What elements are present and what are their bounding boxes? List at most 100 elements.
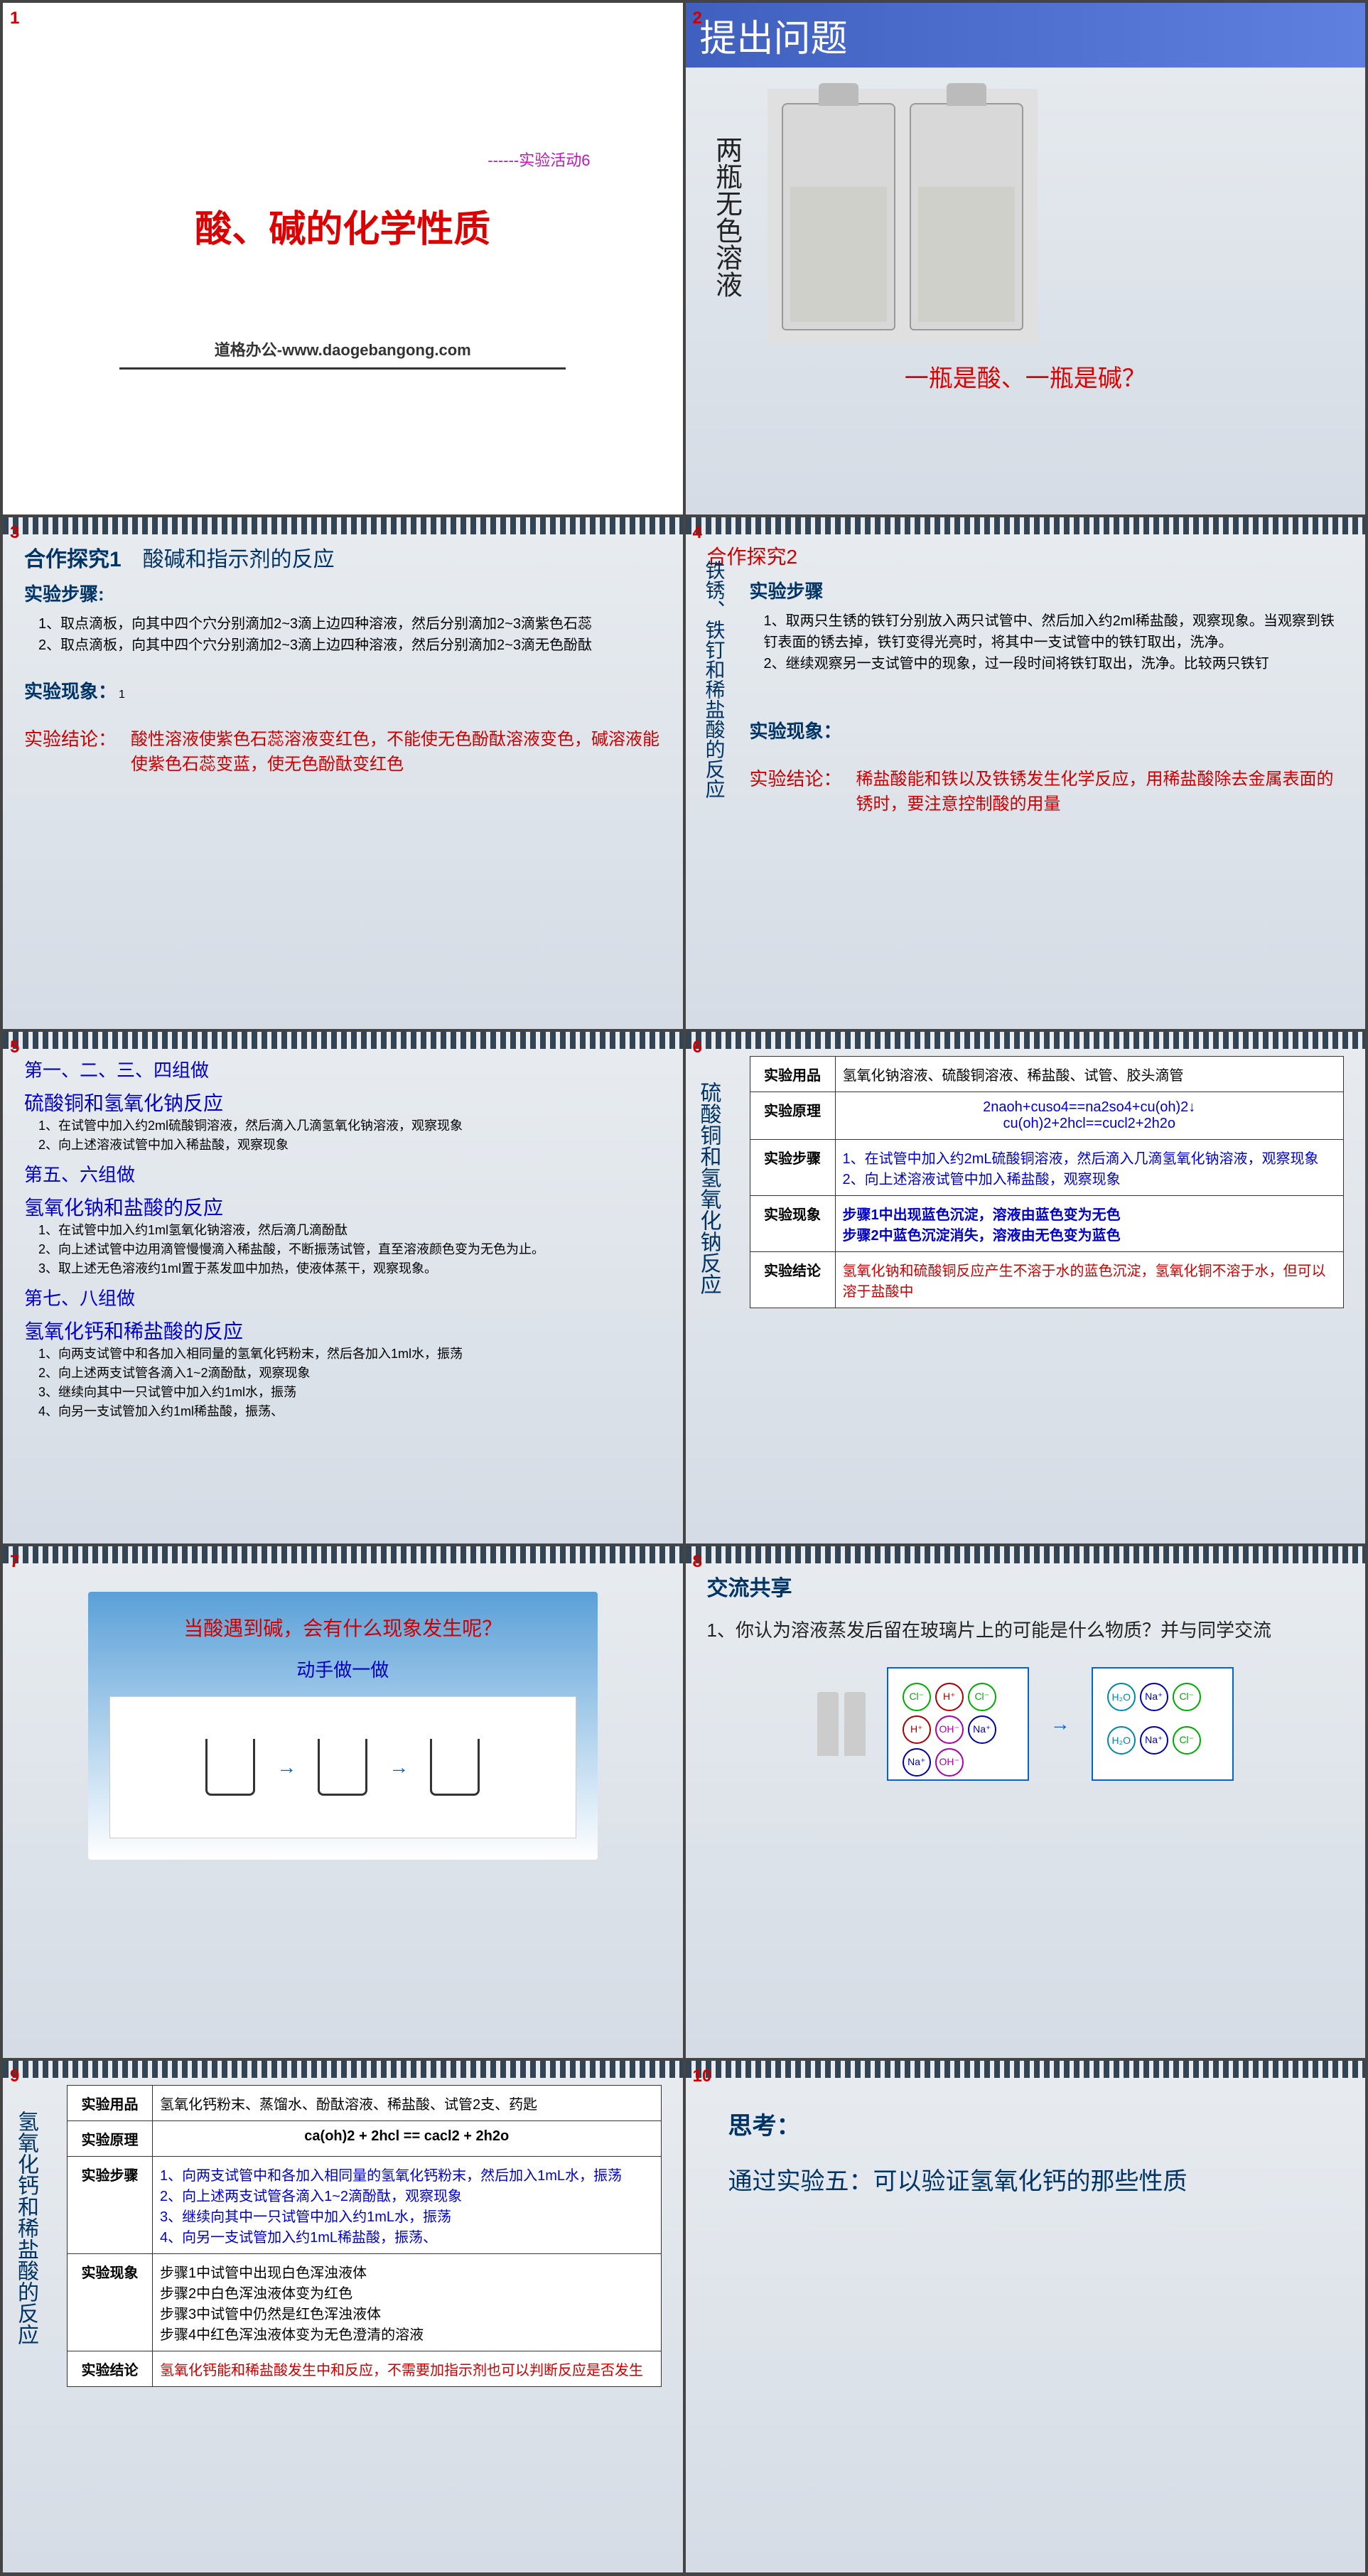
step-text: 1、取点滴板，向其中四个穴分别滴加2~3滴上边四种溶液，然后分别滴加2~3滴紫色… [38, 613, 662, 635]
footer-text: 道格办公-www.daogebangong.com [215, 338, 471, 360]
ion-na: Na⁺ [968, 1715, 996, 1744]
row-label: 实验原理 [750, 1092, 835, 1140]
row-value: ca(oh)2 + 2hcl == cacl2 + 2h2o [153, 2121, 662, 2157]
ion-cl: Cl⁻ [903, 1683, 931, 1711]
row-label: 实验原理 [68, 2121, 153, 2157]
decorative-border [686, 1546, 1366, 1563]
group-title: 氢氧化钠和盐酸的反应 [24, 1192, 662, 1221]
question-panel: 当酸遇到碱，会有什么现象发生呢？ 动手做一做 → → [88, 1592, 598, 1860]
row-value: 氢氧化钠和硫酸铜反应产生不溶于水的蓝色沉淀，氢氧化铜不溶于水，但可以溶于盐酸中 [835, 1252, 1344, 1308]
row-value: 步骤1中试管中出现白色浑浊液体 步骤2中白色浑浊液体变为红色 步骤3中试管中仍然… [153, 2254, 662, 2351]
question-text: 1、你认为溶液蒸发后留在玻璃片上的可能是什么物质？并与同学交流 [707, 1616, 1345, 1646]
decorative-border [3, 1032, 683, 1049]
step-item: 1、在试管中加入约2ml硫酸铜溶液，然后滴入几滴氢氧化钠溶液，观察现象 [38, 1116, 662, 1136]
section-header: 合作探究2 [707, 541, 1345, 570]
slide-number: 10 [693, 2066, 712, 2086]
bottle-icon [782, 103, 895, 330]
beaker-icon [430, 1739, 480, 1796]
decorative-border [686, 1032, 1366, 1049]
conclusion-text: 酸性溶液使紫色石蕊溶液变红色，不能使无色酚酞溶液变色，碱溶液能使紫色石蕊变蓝，使… [131, 725, 661, 775]
conclusion-label: 实验结论： [750, 765, 842, 814]
phenomenon-text: 1 [119, 689, 125, 701]
slide-10: 10 思考： 通过实验五：可以验证氢氧化钙的那些性质 [686, 2061, 1366, 2572]
ion-na: Na⁺ [1140, 1683, 1168, 1711]
row-label: 实验用品 [750, 1057, 835, 1092]
group-head: 第七、八组做 [24, 1284, 662, 1310]
conclusion-text: 稀盐酸能和铁以及铁锈发生化学反应，用稀盐酸除去金属表面的锈时，要注意控制酸的用量 [856, 765, 1344, 814]
question-text: 当酸遇到碱，会有什么现象发生呢？ [109, 1613, 576, 1642]
row-value: 1、向两支试管中和各加入相同量的氢氧化钙粉末，然后加入1mL水，振荡 2、向上述… [153, 2157, 662, 2254]
decorative-border [686, 517, 1366, 534]
slide-number: 5 [10, 1038, 19, 1057]
section-header: 提出问题 [686, 3, 1366, 68]
step-text: 2、继续观察另一支试管中的现象，过一段时间将铁钉取出，洗净。比较两只铁钉 [764, 653, 1345, 674]
row-label: 实验结论 [750, 1252, 835, 1308]
caption-text: 一瓶是酸、一瓶是碱？ [707, 359, 1345, 394]
ion-cl: Cl⁻ [1173, 1683, 1201, 1711]
slide-4: 4 合作探究2 铁锈、铁钉和稀盐酸的反应 实验步骤 1、取两只生锈的铁钉分别放入… [686, 517, 1366, 1029]
arrow-icon: → [276, 1756, 296, 1779]
arrow-icon: → [1050, 1713, 1070, 1735]
do-text: 动手做一做 [109, 1656, 576, 1682]
slide-number: 3 [10, 523, 19, 543]
step-item: 2、向上述两支试管各滴入1~2滴酚酞，观察现象 [38, 1364, 662, 1383]
step-label: 实验步骤 [750, 577, 1345, 603]
decorative-border [686, 2061, 1366, 2078]
slide-9: 9 氢氧化钙和稀盐酸的反应 实验用品氢氧化钙粉末、蒸馏水、酚酞溶液、稀盐酸、试管… [3, 2061, 683, 2572]
ion-box-before: Cl⁻ H⁺ Cl⁻ H⁺ OH⁻ Na⁺ Na⁺ OH⁻ [887, 1667, 1029, 1781]
step-item: 3、继续向其中一只试管中加入约1ml水，振荡 [38, 1383, 662, 1402]
slide-number: 2 [693, 9, 702, 28]
ion-cl: Cl⁻ [968, 1683, 996, 1711]
row-value: 氢氧化钙能和稀盐酸发生中和反应，不需要加指示剂也可以判断反应是否发生 [153, 2351, 662, 2387]
phenomenon-label: 实验现象： [24, 681, 107, 702]
section-title: 交流共享 [707, 1570, 1345, 1602]
row-label: 实验用品 [68, 2086, 153, 2121]
experiment-table: 实验用品氢氧化钠溶液、硫酸铜溶液、稀盐酸、试管、胶头滴管 实验原理2naoh+c… [750, 1056, 1345, 1308]
subtitle: ------实验活动6 [488, 148, 590, 171]
conclusion-label: 实验结论： [24, 725, 117, 775]
slide-8: 8 交流共享 1、你认为溶液蒸发后留在玻璃片上的可能是什么物质？并与同学交流 C… [686, 1546, 1366, 2058]
row-label: 实验现象 [68, 2254, 153, 2351]
ion-box-after: H₂O Na⁺ Cl⁻ H₂O Na⁺ Cl⁻ [1092, 1667, 1234, 1781]
step-item: 3、取上述无色溶液约1ml置于蒸发皿中加热，使液体蒸干，观察现象。 [38, 1259, 662, 1278]
slide-2: 2 提出问题 两瓶无色溶液 一瓶是酸、一瓶是碱？ [686, 3, 1366, 514]
dropper-icon [844, 1692, 866, 1756]
ion-oh: OH⁻ [935, 1715, 964, 1744]
beaker-icon [205, 1739, 255, 1796]
row-value: 2naoh+cuso4==na2so4+cu(oh)2↓ cu(oh)2+2hc… [835, 1092, 1344, 1140]
bottle-icon [910, 103, 1023, 330]
slide-number: 4 [693, 523, 702, 543]
arrow-icon: → [389, 1756, 409, 1779]
slide-number: 7 [10, 1552, 19, 1572]
slide-number: 6 [693, 1038, 702, 1057]
step-item: 2、向上述溶液试管中加入稀盐酸，观察现象 [38, 1136, 662, 1155]
bottles-image [768, 89, 1038, 345]
step-item: 2、向上述试管中边用滴管慢慢滴入稀盐酸，不断振荡试管，直至溶液颜色变为无色为止。 [38, 1240, 662, 1259]
group-title: 硫酸铜和氢氧化钠反应 [24, 1088, 662, 1116]
decorative-border [3, 1546, 683, 1563]
ion-h: H⁺ [903, 1715, 931, 1744]
decorative-border [3, 517, 683, 534]
ion-h2o: H₂O [1107, 1683, 1136, 1711]
slide-number: 8 [693, 1552, 702, 1572]
slide-title: 酸碱和指示剂的反应 [143, 548, 335, 571]
slide-1: 1 ------实验活动6 酸、碱的化学性质 道格办公-www.daogeban… [3, 3, 683, 514]
step-text: 2、取点滴板，向其中四个穴分别滴加2~3滴上边四种溶液，然后分别滴加2~3滴无色… [38, 635, 662, 656]
vertical-title: 硫酸铜和氢氧化钠反应 [693, 1082, 724, 1295]
ion-h2o: H₂O [1107, 1726, 1136, 1755]
ion-h: H⁺ [935, 1683, 964, 1711]
divider-line [119, 367, 566, 370]
slide-3: 3 合作探究1 酸碱和指示剂的反应 实验步骤: 1、取点滴板，向其中四个穴分别滴… [3, 517, 683, 1029]
think-title: 思考： [728, 2106, 1323, 2141]
ion-diagram: Cl⁻ H⁺ Cl⁻ H⁺ OH⁻ Na⁺ Na⁺ OH⁻ → H₂O Na⁺ … [707, 1667, 1345, 1781]
vertical-title: 铁锈、铁钉和稀盐酸的反应 [700, 560, 728, 799]
dropper-icon [817, 1692, 839, 1756]
row-value: 1、在试管中加入约2mL硫酸铜溶液，然后滴入几滴氢氧化钠溶液，观察现象2、向上述… [835, 1140, 1344, 1196]
slide-7: 7 当酸遇到碱，会有什么现象发生呢？ 动手做一做 → → [3, 1546, 683, 2058]
slide-number: 9 [10, 2066, 19, 2086]
step-text: 1、取两只生锈的铁钉分别放入两只试管中、然后加入约2ml稀盐酸，观察现象。当观察… [764, 610, 1345, 653]
beaker-icon [318, 1739, 367, 1796]
row-value: 氢氧化钙粉末、蒸馏水、酚酞溶液、稀盐酸、试管2支、药匙 [153, 2086, 662, 2121]
main-title: 酸、碱的化学性质 [195, 199, 490, 252]
row-label: 实验步骤 [68, 2157, 153, 2254]
